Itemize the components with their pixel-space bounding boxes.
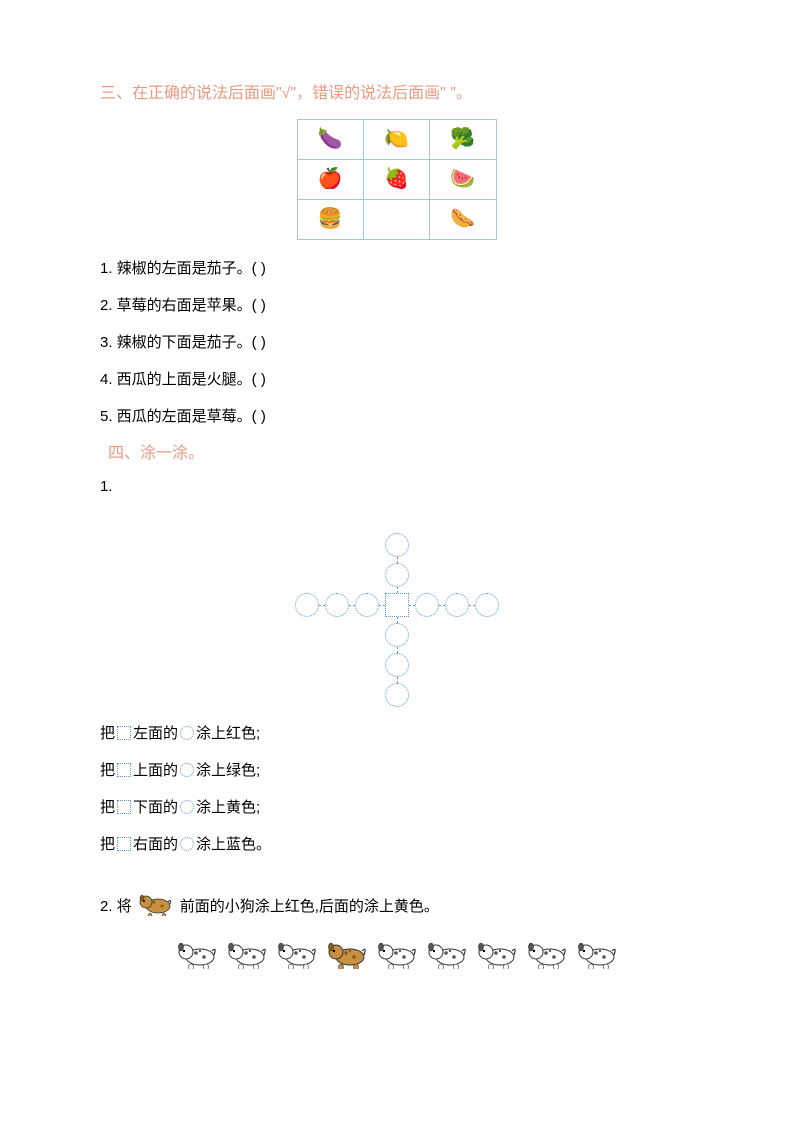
dog-row	[100, 935, 693, 980]
circle-left-3	[295, 593, 319, 617]
instruction-2-mid: 上面的	[133, 757, 178, 784]
circle-icon	[180, 726, 194, 740]
connector-down-1	[397, 617, 398, 623]
question-1: 1. 辣椒的左面是茄子。( )	[100, 255, 693, 282]
connector-left-3	[319, 605, 325, 606]
question-4: 4. 西瓜的上面是火腿。( )	[100, 366, 693, 393]
sausage-icon: 🌭	[450, 208, 475, 230]
cell-empty	[363, 199, 429, 239]
circle-down-2	[385, 653, 409, 677]
apple-icon: 🍎	[318, 168, 343, 190]
connector-left-2	[349, 605, 355, 606]
circle-left-2	[325, 593, 349, 617]
dog-ref-icon	[136, 888, 176, 925]
instruction-1-prefix: 把	[100, 720, 115, 747]
pepper-icon: 🍋	[384, 128, 409, 150]
connector-right-2	[439, 605, 445, 606]
dog-icon	[524, 935, 570, 980]
circle-icon	[180, 837, 194, 851]
instruction-3: 把 下面的 涂上黄色;	[100, 794, 693, 821]
cell-strawberry: 🍓	[363, 159, 429, 199]
instruction-2: 把 上面的 涂上绿色;	[100, 757, 693, 784]
instruction-1: 把 左面的 涂上红色;	[100, 720, 693, 747]
cell-hamburger: 🍔	[297, 199, 363, 239]
cross-diagram	[287, 510, 507, 700]
dog-icon	[174, 935, 220, 980]
dog-icon	[374, 935, 420, 980]
dog-icon	[574, 935, 620, 980]
circle-right-1	[415, 593, 439, 617]
dog-highlighted-icon	[324, 935, 370, 980]
connector-left-1	[379, 605, 385, 606]
dog-icon	[424, 935, 470, 980]
instruction-2-prefix: 把	[100, 757, 115, 784]
cell-pepper: 🍋	[363, 119, 429, 159]
instruction-3-suffix: 涂上黄色;	[196, 794, 260, 821]
cell-eggplant: 🍆	[297, 119, 363, 159]
square-icon	[117, 837, 131, 851]
circle-right-2	[445, 593, 469, 617]
instruction-1-mid: 左面的	[133, 720, 178, 747]
circle-icon	[180, 800, 194, 814]
dog-icon	[274, 935, 320, 980]
hamburger-icon: 🍔	[318, 208, 343, 230]
instruction-4-suffix: 涂上蓝色。	[196, 831, 271, 858]
circle-icon	[180, 763, 194, 777]
instruction-4-prefix: 把	[100, 831, 115, 858]
cell-apple: 🍎	[297, 159, 363, 199]
instruction-2-suffix: 涂上绿色;	[196, 757, 260, 784]
section-4-title: 四、涂一涂。	[100, 440, 693, 469]
instruction-4: 把 右面的 涂上蓝色。	[100, 831, 693, 858]
circle-down-1	[385, 623, 409, 647]
connector-up-1	[397, 587, 398, 593]
circle-down-3	[385, 683, 409, 707]
cell-watermelon: 🍉	[430, 159, 496, 199]
circle-right-3	[475, 593, 499, 617]
circle-up-1	[385, 563, 409, 587]
connector-right-1	[409, 605, 415, 606]
question-2: 2. 草莓的右面是苹果。( )	[100, 292, 693, 319]
connector-down-2	[397, 647, 398, 653]
food-grid: 🍆 🍋 🥦 🍎 🍓 🍉 🍔 🌭	[297, 119, 497, 240]
instruction-1-suffix: 涂上红色;	[196, 720, 260, 747]
center-square	[385, 593, 409, 617]
eggplant-icon: 🍆	[318, 128, 343, 150]
instruction-3-mid: 下面的	[133, 794, 178, 821]
cauliflower-icon: 🥦	[450, 128, 475, 150]
dog-icon	[224, 935, 270, 980]
watermelon-icon: 🍉	[450, 168, 475, 190]
connector-down-3	[397, 677, 398, 683]
q2-prefix: 2. 将	[100, 893, 132, 920]
connector-right-3	[469, 605, 475, 606]
cell-cauliflower: 🥦	[430, 119, 496, 159]
square-icon	[117, 763, 131, 777]
question-3: 3. 辣椒的下面是茄子。( )	[100, 329, 693, 356]
instruction-3-prefix: 把	[100, 794, 115, 821]
question-4-1-label: 1.	[100, 473, 693, 500]
q2-text: 前面的小狗涂上红色,后面的涂上黄色。	[180, 893, 439, 920]
connector-up-2	[397, 557, 398, 563]
instruction-4-mid: 右面的	[133, 831, 178, 858]
question-5: 5. 西瓜的左面是草莓。( )	[100, 403, 693, 430]
square-icon	[117, 800, 131, 814]
section-3-title: 三、在正确的说法后面画"√"，错误的说法后面画" "。	[100, 80, 693, 109]
square-icon	[117, 726, 131, 740]
dog-icon	[474, 935, 520, 980]
cell-sausage: 🌭	[430, 199, 496, 239]
circle-up-2	[385, 533, 409, 557]
question-4-2: 2. 将 前面的小狗涂上红色,后面的涂上黄色。	[100, 888, 693, 925]
strawberry-icon: 🍓	[384, 168, 409, 190]
circle-left-1	[355, 593, 379, 617]
